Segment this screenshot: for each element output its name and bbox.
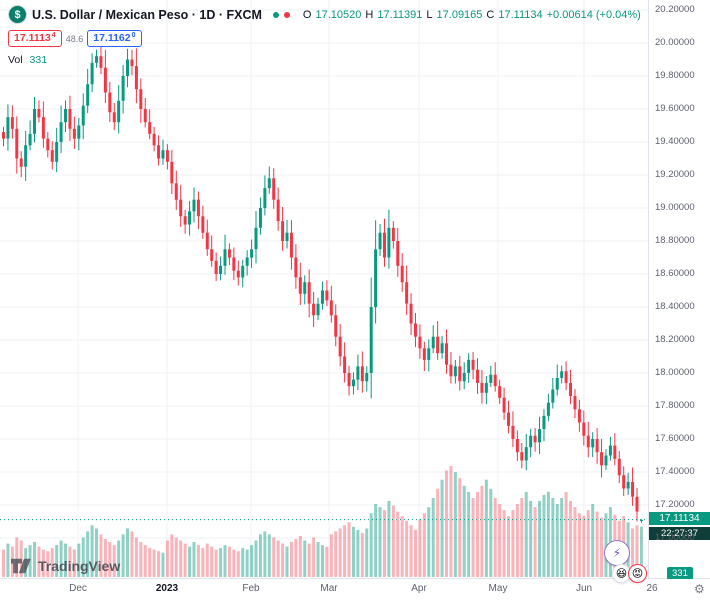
price-tick-label: 19.80000 bbox=[655, 70, 695, 81]
reaction-bubbles[interactable]: 😆 😡 bbox=[612, 564, 647, 583]
close-label: C bbox=[486, 8, 495, 21]
tradingview-logo-icon bbox=[11, 558, 31, 574]
candlestick-chart-canvas[interactable] bbox=[0, 0, 648, 578]
time-tick-label: Jun bbox=[575, 583, 593, 594]
buy-price-value: 17.1162 bbox=[93, 32, 131, 44]
volume-axis-badge: 331 bbox=[667, 567, 693, 580]
close-value: 17.11134 bbox=[498, 8, 543, 21]
lightning-icon: ⚡ bbox=[612, 546, 622, 560]
time-tick-label: Apr bbox=[411, 583, 427, 594]
volume-value: 331 bbox=[29, 54, 48, 66]
buy-price-sup: 0 bbox=[131, 32, 136, 39]
last-price-label: 17.11134 bbox=[649, 512, 710, 526]
time-tick-label: Dec bbox=[69, 583, 87, 594]
price-tick-label: 19.60000 bbox=[655, 103, 695, 114]
price-tick-label: 17.40000 bbox=[655, 466, 695, 477]
spread-value: 48.6 bbox=[65, 33, 84, 44]
chart-legend: $ U.S. Dollar / Mexican Peso · 1D · FXCM… bbox=[8, 5, 641, 66]
change-value: +0.00614 (+0.04%) bbox=[546, 8, 641, 21]
bar-countdown-label: 22:27:37 bbox=[649, 527, 710, 541]
time-tick-label: 2023 bbox=[155, 583, 179, 594]
sell-dot-icon[interactable] bbox=[283, 11, 290, 18]
quick-trade-lightning-button[interactable]: ⚡ bbox=[604, 540, 630, 566]
price-tick-label: 17.80000 bbox=[655, 400, 695, 411]
volume-label: Vol bbox=[8, 54, 23, 66]
price-tick-label: 18.60000 bbox=[655, 268, 695, 279]
price-tick-label: 17.60000 bbox=[655, 433, 695, 444]
price-tick-label: 20.20000 bbox=[655, 4, 695, 15]
tradingview-logo-text: TradingView bbox=[38, 558, 121, 574]
axis-settings-gear-icon[interactable]: ⚙ bbox=[694, 582, 705, 596]
low-label: L bbox=[426, 8, 433, 21]
reaction-emoji-right[interactable]: 😡 bbox=[628, 564, 647, 583]
price-tick-label: 19.40000 bbox=[655, 136, 695, 147]
ohlc-values: O 17.10520 H 17.11391 L 17.09165 C 17.11… bbox=[303, 9, 641, 21]
price-tick-label: 18.00000 bbox=[655, 367, 695, 378]
price-tick-label: 17.00000 bbox=[655, 532, 695, 543]
tradingview-logo[interactable]: TradingView bbox=[10, 556, 120, 576]
sell-price-value: 17.1113 bbox=[14, 32, 51, 44]
time-tick-label: Mar bbox=[320, 583, 338, 594]
price-tick-label: 20.00000 bbox=[655, 37, 695, 48]
high-label: H bbox=[365, 8, 374, 21]
time-tick-label: May bbox=[488, 583, 508, 594]
buy-price-button[interactable]: 17.1162 0 bbox=[87, 30, 142, 47]
time-axis[interactable]: ⚙ Dec 2023 Feb Mar Apr May Jun 26 bbox=[0, 579, 710, 600]
price-tick-label: 18.40000 bbox=[655, 301, 695, 312]
high-value: 17.11391 bbox=[377, 8, 423, 21]
price-tick-label: 18.20000 bbox=[655, 334, 695, 345]
sell-price-button[interactable]: 17.1113 4 bbox=[8, 30, 62, 47]
price-tick-label: 19.20000 bbox=[655, 169, 695, 180]
price-tick-label: 18.80000 bbox=[655, 235, 695, 246]
buy-dot-icon[interactable] bbox=[272, 11, 279, 18]
open-value: 17.10520 bbox=[315, 8, 362, 21]
time-tick-label: Feb bbox=[242, 583, 260, 594]
sell-price-sup: 4 bbox=[51, 32, 56, 39]
price-axis-separator bbox=[648, 0, 649, 578]
volume-legend: Vol 331 bbox=[8, 54, 641, 66]
time-tick-label: 26 bbox=[646, 583, 658, 594]
low-value: 17.09165 bbox=[436, 8, 483, 21]
symbol-title[interactable]: U.S. Dollar / Mexican Peso · 1D · FXCM bbox=[32, 7, 262, 22]
price-tick-label: 17.20000 bbox=[655, 499, 695, 510]
time-axis-separator bbox=[0, 578, 710, 579]
open-label: O bbox=[302, 8, 312, 21]
price-tick-label: 19.00000 bbox=[655, 202, 695, 213]
price-axis[interactable]: 17.11134 22:27:37 331 20.20000 20.00000 19… bbox=[649, 0, 710, 580]
symbol-flag-icon: $ bbox=[8, 5, 27, 24]
